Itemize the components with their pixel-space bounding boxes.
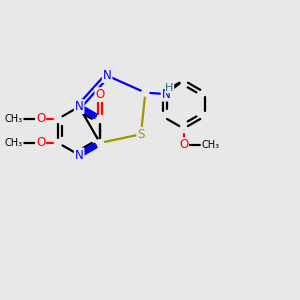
Text: S: S: [137, 128, 145, 141]
Text: O: O: [95, 88, 105, 101]
Text: CH₃: CH₃: [201, 140, 219, 150]
Text: O: O: [36, 112, 45, 125]
Text: N: N: [75, 100, 83, 113]
Text: N: N: [103, 69, 112, 82]
Text: O: O: [179, 138, 188, 151]
Text: N: N: [75, 148, 83, 161]
Text: N: N: [162, 88, 170, 100]
Text: CH₃: CH₃: [5, 138, 23, 148]
Text: H: H: [165, 82, 174, 93]
Text: CH₃: CH₃: [5, 114, 23, 124]
Text: O: O: [36, 136, 45, 149]
